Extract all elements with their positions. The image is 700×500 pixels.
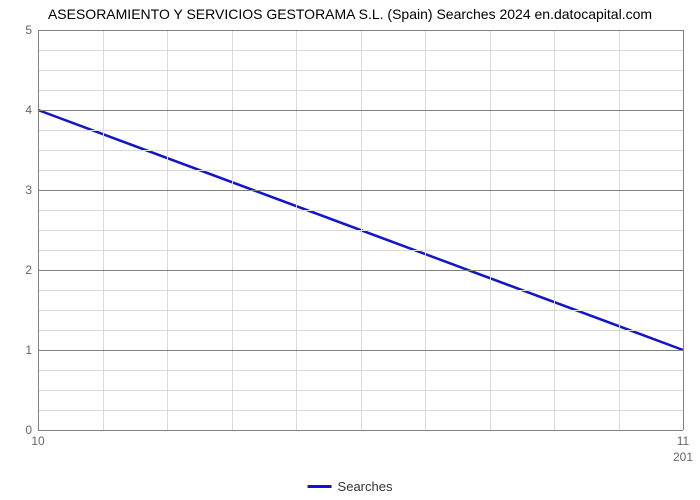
grid-major-h [38, 430, 683, 431]
grid-major-h [38, 350, 683, 351]
grid-major-h [38, 30, 683, 31]
legend-label: Searches [338, 479, 393, 494]
grid-major-h [38, 190, 683, 191]
grid-minor-v [167, 30, 168, 430]
grid-minor-v [361, 30, 362, 430]
legend: Searches [308, 479, 393, 494]
grid-minor-v [103, 30, 104, 430]
grid-minor-v [619, 30, 620, 430]
y-tick-label: 3 [25, 183, 38, 197]
y-tick-label: 1 [25, 343, 38, 357]
y-tick-label: 4 [25, 103, 38, 117]
grid-minor-v [554, 30, 555, 430]
y-tick-label: 2 [25, 263, 38, 277]
grid-major-h [38, 270, 683, 271]
y-tick-label: 5 [25, 23, 38, 37]
chart-title: ASESORAMIENTO Y SERVICIOS GESTORAMA S.L.… [0, 6, 700, 22]
x-tick-label: 10 [31, 430, 44, 448]
grid-major-v [683, 30, 684, 430]
legend-swatch [308, 485, 332, 488]
plot-area: 0123451011201 [38, 30, 683, 430]
grid-minor-v [296, 30, 297, 430]
grid-minor-v [490, 30, 491, 430]
grid-major-v [38, 30, 39, 430]
chart-container: ASESORAMIENTO Y SERVICIOS GESTORAMA S.L.… [0, 0, 700, 500]
grid-minor-v [425, 30, 426, 430]
grid-major-h [38, 110, 683, 111]
x-tick-secondary: 201 [673, 430, 693, 464]
grid-minor-v [232, 30, 233, 430]
